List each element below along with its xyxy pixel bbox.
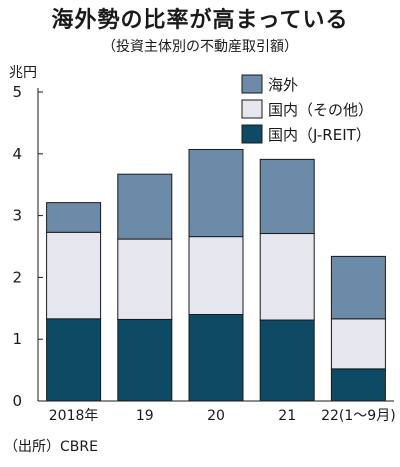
- x-tick-label: 19: [136, 408, 154, 424]
- axes-layer: 2018年 19 20 21 22(1〜9月) 0 1 2 3 4 5: [12, 83, 395, 424]
- legend-label: 国内（J-REIT）: [268, 126, 371, 144]
- legend-label: 国内（その他）: [268, 101, 373, 119]
- bar-segment-jreit-2: [188, 313, 244, 402]
- legend-swatch: [241, 99, 263, 119]
- x-tick-label: 20: [207, 408, 225, 424]
- bar-segment-domestic-other-1: [117, 238, 173, 320]
- y-tick-label: 2: [12, 268, 22, 286]
- bar-segment-overseas-3: [259, 158, 315, 235]
- legend-label: 海外: [268, 76, 298, 94]
- bar-segment-domestic-other-2: [188, 236, 244, 315]
- bar-segment-domestic-other-0: [46, 231, 102, 320]
- chart-subtitle: （投資主体別の不動産取引額）: [102, 39, 298, 55]
- x-tick-label: 22(1〜9月): [321, 408, 396, 424]
- y-tick-label: 5: [12, 83, 22, 101]
- bar-segment-domestic-other-4: [330, 318, 386, 370]
- bar-segment-jreit-4: [330, 368, 386, 402]
- bar-segment-overseas-4: [330, 255, 386, 320]
- legend-swatch: [241, 74, 263, 94]
- bar-segment-overseas-2: [188, 148, 244, 238]
- x-tick-label: 21: [278, 408, 296, 424]
- bar-segment-overseas-1: [117, 173, 173, 240]
- bar-segment-overseas-0: [46, 202, 102, 233]
- legend-swatch: [241, 124, 263, 144]
- bars-layer: [46, 148, 386, 402]
- y-axis-unit: 兆円: [9, 65, 37, 81]
- chart-title: 海外勢の比率が高まっている: [51, 8, 349, 33]
- y-tick-label: 1: [12, 330, 22, 348]
- bar-segment-domestic-other-3: [259, 233, 315, 321]
- bar-segment-jreit-0: [46, 318, 102, 402]
- x-tick-label: 2018年: [49, 408, 99, 424]
- y-tick-label: 4: [12, 145, 22, 163]
- y-tick-label: 3: [12, 207, 22, 225]
- y-tick-label: 0: [12, 392, 22, 410]
- bar-segment-jreit-3: [259, 319, 315, 402]
- source-note: （出所）CBRE: [4, 439, 98, 455]
- bar-segment-jreit-1: [117, 318, 173, 402]
